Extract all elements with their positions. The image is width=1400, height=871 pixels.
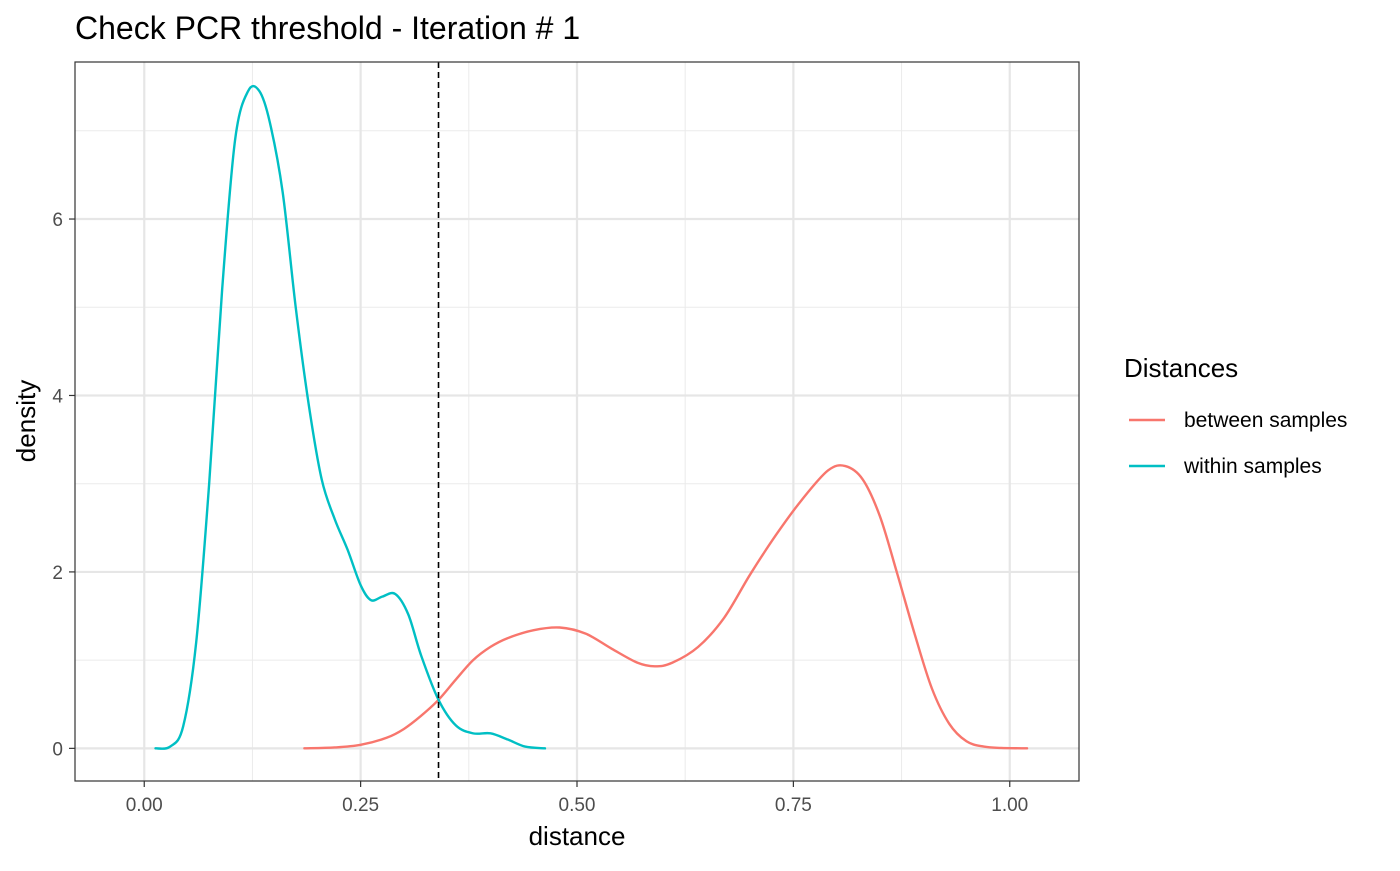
y-axis-title: density [11, 380, 41, 462]
y-tick-label: 2 [52, 563, 63, 584]
legend-label-between-samples: between samples [1184, 409, 1347, 432]
x-axis: 0.00 0.25 0.50 0.75 1.00 [126, 781, 1028, 816]
legend-label-within-samples: within samples [1183, 455, 1322, 478]
series-line-within-samples [154, 84, 547, 750]
y-tick-label: 0 [52, 739, 63, 760]
x-tick-label: 0.75 [775, 795, 812, 816]
chart-title: Check PCR threshold - Iteration # 1 [75, 10, 580, 46]
series-line-between-samples [303, 464, 1029, 750]
x-tick-label: 0.50 [559, 795, 596, 816]
series-layer [154, 84, 1029, 750]
y-tick-label: 6 [52, 210, 63, 231]
y-axis: 0 2 4 6 [52, 210, 75, 760]
x-tick-label: 1.00 [991, 795, 1028, 816]
legend-items: between samples within samples [1129, 409, 1347, 478]
y-tick-label: 4 [52, 386, 63, 407]
grid-major [75, 62, 1079, 781]
x-tick-label: 0.25 [342, 795, 379, 816]
legend: Distances between samples within samples [1124, 353, 1347, 478]
legend-title: Distances [1124, 353, 1238, 383]
x-axis-title: distance [529, 821, 626, 851]
x-tick-label: 0.00 [126, 795, 163, 816]
